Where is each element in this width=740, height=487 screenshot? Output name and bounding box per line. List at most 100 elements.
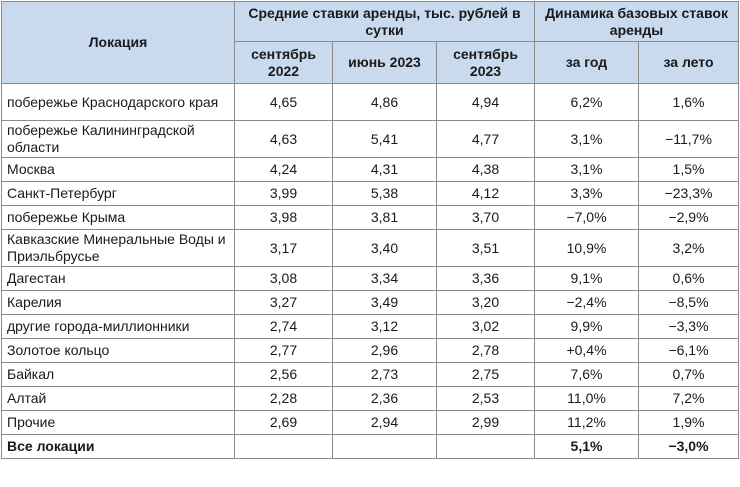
cell-sep2023: 2,78: [436, 338, 535, 363]
cell-location: Прочие: [1, 410, 235, 435]
cell-sep2023: 2,75: [436, 362, 535, 387]
header-year: за год: [534, 41, 639, 84]
table-row: побережье Крыма 3,98 3,81 3,70 −7,0% −2,9%: [1, 205, 740, 230]
header-summer: за лето: [637, 41, 740, 84]
cell-summer: −11,7%: [637, 120, 740, 158]
cell-summer: 1,6%: [637, 83, 740, 121]
cell-sep2022: 4,65: [234, 83, 333, 121]
cell-sep2023: 2,53: [436, 386, 535, 411]
table-row: Золотое кольцо 2,77 2,96 2,78 +0,4% −6,1%: [1, 338, 740, 363]
cell-year: +0,4%: [534, 338, 639, 363]
table-row: Москва 4,24 4,31 4,38 3,1% 1,5%: [1, 157, 740, 182]
table-row: Карелия 3,27 3,49 3,20 −2,4% −8,5%: [1, 290, 740, 315]
cell-jun2023: 2,96: [332, 338, 437, 363]
cell-summer: −2,9%: [637, 205, 740, 230]
cell-summer: −6,1%: [637, 338, 740, 363]
total-cell-location: Все локации: [1, 434, 235, 459]
cell-jun2023: 3,81: [332, 205, 437, 230]
cell-year: 9,9%: [534, 314, 639, 339]
cell-location: Кавказские Минеральные Воды и Приэльбрус…: [1, 229, 235, 267]
cell-jun2023: 3,34: [332, 266, 437, 291]
cell-location: побережье Калининградской области: [1, 120, 235, 158]
cell-year: 3,3%: [534, 181, 639, 206]
cell-sep2022: 3,27: [234, 290, 333, 315]
header-location: Локация: [1, 1, 235, 84]
cell-sep2022: 4,24: [234, 157, 333, 182]
cell-year: 11,0%: [534, 386, 639, 411]
total-cell-sep2022: [234, 434, 333, 459]
header-dynamics-group: Динамика базовых ставок аренды: [533, 1, 740, 42]
cell-sep2022: 2,74: [234, 314, 333, 339]
cell-jun2023: 5,38: [332, 181, 437, 206]
cell-year: 3,1%: [534, 157, 639, 182]
cell-sep2023: 4,12: [436, 181, 535, 206]
table-row: побережье Краснодарского края 4,65 4,86 4,9…: [1, 83, 740, 121]
cell-sep2023: 3,02: [436, 314, 535, 339]
cell-jun2023: 4,86: [332, 83, 437, 121]
cell-location: Алтай: [1, 386, 235, 411]
cell-jun2023: 3,12: [332, 314, 437, 339]
cell-location: побережье Крыма: [1, 205, 235, 230]
cell-jun2023: 2,73: [332, 362, 437, 387]
table-row: Санкт-Петербург 3,99 5,38 4,12 3,3% −23,3%: [1, 181, 740, 206]
cell-sep2023: 4,38: [436, 157, 535, 182]
cell-jun2023: 3,40: [332, 229, 437, 267]
header-row-sub: сентябрь 2022 июнь 2023 сентябрь 2023 за…: [2, 41, 740, 84]
total-cell-sep2023: [436, 434, 535, 459]
table-row: побережье Калининградской области 4,63 5,4…: [1, 120, 740, 158]
table-row: Прочие 2,69 2,94 2,99 11,2% 1,9%: [1, 410, 740, 435]
cell-summer: 1,5%: [637, 157, 740, 182]
table-row: Дагестан 3,08 3,34 3,36 9,1% 0,6%: [1, 266, 740, 291]
cell-year: 9,1%: [534, 266, 639, 291]
cell-sep2023: 3,51: [436, 229, 535, 267]
cell-sep2022: 2,28: [234, 386, 333, 411]
cell-location: другие города-миллионники: [1, 314, 235, 339]
cell-year: 3,1%: [534, 120, 639, 158]
cell-jun2023: 4,31: [332, 157, 437, 182]
cell-summer: 0,6%: [637, 266, 740, 291]
cell-summer: 3,2%: [637, 229, 740, 267]
table-body: побережье Краснодарского края 4,65 4,86 4,9…: [1, 83, 740, 459]
cell-sep2023: 3,20: [436, 290, 535, 315]
cell-summer: −8,5%: [637, 290, 740, 315]
cell-sep2023: 3,36: [436, 266, 535, 291]
cell-sep2022: 2,77: [234, 338, 333, 363]
cell-summer: 0,7%: [637, 362, 740, 387]
cell-jun2023: 2,36: [332, 386, 437, 411]
cell-sep2022: 3,98: [234, 205, 333, 230]
cell-year: 6,2%: [534, 83, 639, 121]
cell-sep2023: 2,99: [436, 410, 535, 435]
cell-summer: 1,9%: [637, 410, 740, 435]
cell-year: −2,4%: [534, 290, 639, 315]
total-row: Все локации 5,1% −3,0%: [1, 434, 740, 459]
header-sep2023: сентябрь 2023: [436, 41, 535, 84]
cell-jun2023: 2,94: [332, 410, 437, 435]
header-sep2022: сентябрь 2022: [234, 41, 333, 84]
table-row: Байкал 2,56 2,73 2,75 7,6% 0,7%: [1, 362, 740, 387]
cell-sep2022: 3,08: [234, 266, 333, 291]
cell-sep2023: 4,77: [436, 120, 535, 158]
header-jun2023: июнь 2023: [332, 41, 437, 84]
cell-location: Карелия: [1, 290, 235, 315]
cell-sep2022: 2,56: [234, 362, 333, 387]
cell-sep2022: 3,17: [234, 229, 333, 267]
cell-location: Санкт-Петербург: [1, 181, 235, 206]
cell-location: Москва: [1, 157, 235, 182]
cell-jun2023: 5,41: [332, 120, 437, 158]
table-row: другие города-миллионники 2,74 3,12 3,02 9,9…: [1, 314, 740, 339]
cell-sep2022: 3,99: [234, 181, 333, 206]
cell-year: 7,6%: [534, 362, 639, 387]
cell-summer: −23,3%: [637, 181, 740, 206]
cell-sep2023: 4,94: [436, 83, 535, 121]
total-cell-jun2023: [332, 434, 437, 459]
cell-sep2022: 2,69: [234, 410, 333, 435]
cell-sep2022: 4,63: [234, 120, 333, 158]
rental-rates-table: Локация Средние ставки аренды, тыс. рубл…: [1, 1, 740, 459]
cell-summer: 7,2%: [637, 386, 740, 411]
header-rates-group: Средние ставки аренды, тыс. рублей в сут…: [234, 1, 535, 42]
total-cell-year: 5,1%: [534, 434, 639, 459]
cell-location: Дагестан: [1, 266, 235, 291]
cell-location: побережье Краснодарского края: [1, 83, 235, 121]
cell-year: −7,0%: [534, 205, 639, 230]
table-row: Кавказские Минеральные Воды и Приэльбрус…: [1, 229, 740, 267]
